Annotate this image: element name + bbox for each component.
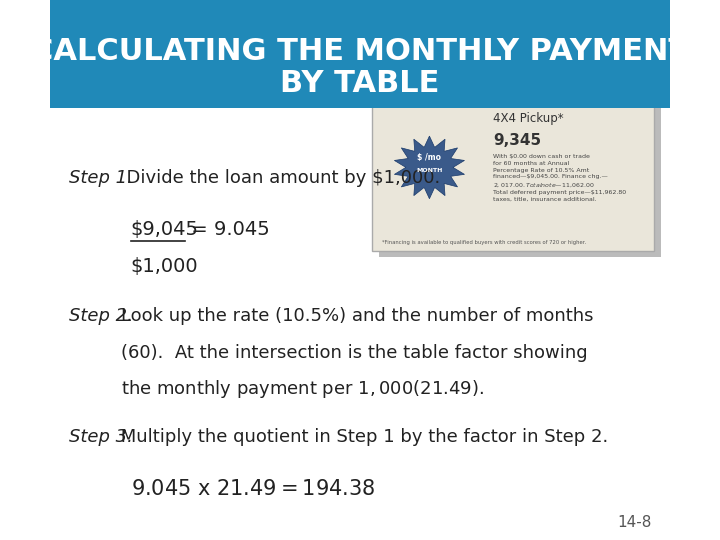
Text: BY TABLE: BY TABLE: [280, 69, 440, 98]
Text: Look up the rate (10.5%) and the number of months: Look up the rate (10.5%) and the number …: [122, 307, 594, 325]
Text: Step 2.: Step 2.: [68, 307, 132, 325]
Text: $9,045: $9,045: [130, 220, 199, 239]
Text: 9.045 x $21.49 = $194.38: 9.045 x $21.49 = $194.38: [130, 478, 375, 499]
Text: With $0.00 down cash or trade
for 60 months at Annual
Percentage Rate of 10.5% A: With $0.00 down cash or trade for 60 mon…: [493, 154, 626, 202]
Text: *Financing is available to qualified buyers with credit scores of 720 or higher.: *Financing is available to qualified buy…: [382, 240, 586, 245]
Text: MONTH: MONTH: [416, 167, 443, 173]
Text: (60).  At the intersection is the table factor showing: (60). At the intersection is the table f…: [122, 343, 588, 362]
Text: $ /mo: $ /mo: [418, 153, 441, 162]
Text: CALCULATING THE MONTHLY PAYMENT: CALCULATING THE MONTHLY PAYMENT: [31, 37, 689, 66]
FancyBboxPatch shape: [50, 0, 670, 108]
Text: Step 1.: Step 1.: [68, 169, 132, 187]
Text: Multiply the quotient in Step 1 by the factor in Step 2.: Multiply the quotient in Step 1 by the f…: [115, 428, 608, 447]
Text: 14-8: 14-8: [617, 515, 652, 530]
Text: 9,345: 9,345: [493, 133, 541, 148]
FancyBboxPatch shape: [379, 103, 661, 256]
Text: $1,000: $1,000: [130, 256, 198, 276]
Text: 4X4 Pickup*: 4X4 Pickup*: [493, 112, 564, 125]
Text: Step 3.: Step 3.: [68, 428, 132, 447]
FancyBboxPatch shape: [372, 97, 654, 251]
Text: Divide the loan amount by $1,000.: Divide the loan amount by $1,000.: [115, 169, 441, 187]
Text: = 9.045: = 9.045: [185, 220, 270, 239]
Text: the monthly payment per $1,000 ($21.49).: the monthly payment per $1,000 ($21.49).: [122, 379, 485, 400]
Polygon shape: [395, 136, 464, 199]
